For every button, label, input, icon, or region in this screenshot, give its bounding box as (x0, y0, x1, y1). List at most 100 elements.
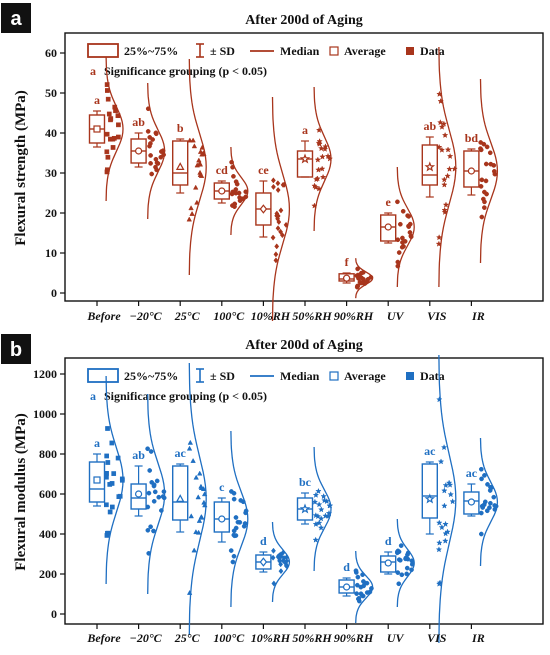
data-point (356, 596, 361, 602)
data-point (196, 470, 203, 476)
data-point (275, 180, 281, 187)
data-point (199, 514, 205, 520)
data-point (321, 145, 329, 152)
x-category-label: 10%RH (251, 309, 291, 323)
iqr-box (130, 483, 147, 510)
data-point (315, 139, 323, 146)
mean-marker (343, 583, 351, 591)
legend-label: ± SD (210, 44, 235, 58)
data-point (105, 154, 111, 160)
data-point (442, 537, 449, 544)
mean-marker (467, 167, 475, 175)
data-point (449, 498, 456, 505)
significance-label: d (343, 560, 350, 574)
data-point (233, 515, 239, 520)
y-tick-label: 400 (39, 527, 57, 541)
data-point (364, 590, 370, 595)
data-point (197, 160, 203, 166)
significance-label: e (386, 195, 392, 209)
y-tick-label: 40 (45, 126, 57, 140)
data-point (228, 548, 234, 553)
data-point (235, 519, 241, 525)
significance-label: b (177, 121, 184, 135)
mean-marker (259, 557, 268, 567)
data-point (159, 149, 164, 154)
data-point (234, 181, 240, 187)
group-7: e (380, 166, 415, 288)
significance-label: a (94, 93, 100, 107)
data-point (145, 446, 150, 452)
legend-significance-text: Significance grouping (p < 0.05) (104, 389, 267, 403)
data-point (321, 497, 328, 504)
data-point (312, 536, 319, 543)
data-point (279, 232, 285, 239)
plot-frame (64, 32, 544, 302)
data-point (197, 148, 204, 154)
data-point (161, 489, 167, 495)
data-point (233, 190, 239, 196)
data-point (315, 519, 323, 526)
data-point (283, 221, 289, 228)
data-point (436, 90, 443, 97)
significance-label: cd (216, 163, 228, 177)
data-point (318, 506, 325, 513)
data-point (447, 491, 455, 498)
mean-marker (93, 125, 101, 133)
legend-label: Average (344, 369, 386, 383)
data-point (243, 510, 248, 516)
distribution-curve (396, 166, 415, 288)
legend-label: Data (420, 369, 445, 383)
data-point (437, 119, 444, 126)
data-point (202, 502, 208, 508)
data-point (148, 449, 154, 454)
y-tick-label: 30 (45, 166, 57, 180)
data-point (117, 493, 123, 499)
data-point (478, 466, 484, 472)
data-point (317, 515, 325, 522)
data-point (478, 510, 484, 516)
data-point (115, 455, 121, 461)
data-point (241, 523, 247, 529)
data-point (405, 550, 411, 556)
data-point (451, 165, 458, 172)
data-point (195, 494, 201, 500)
data-point (318, 165, 326, 172)
data-point (186, 445, 193, 451)
data-point (104, 88, 110, 93)
data-point (354, 591, 360, 596)
data-point (116, 122, 121, 128)
group-1: ab (130, 393, 167, 595)
data-point (360, 572, 365, 578)
data-point (109, 504, 115, 510)
data-point (275, 554, 281, 561)
data-point (156, 494, 162, 500)
legend-significance-marker: a (90, 64, 96, 78)
data-point (146, 490, 152, 496)
distribution-curve (188, 58, 207, 276)
data-point (110, 145, 116, 150)
data-point (435, 240, 443, 247)
data-point (446, 165, 453, 172)
data-point (198, 172, 205, 178)
data-point (160, 494, 166, 499)
data-point (105, 460, 111, 465)
data-point (105, 426, 110, 431)
mean-marker (424, 493, 436, 504)
data-point (405, 556, 411, 562)
legend-label: Median (280, 369, 320, 383)
data-point (485, 482, 490, 487)
significance-label: ac (466, 466, 478, 480)
data-point (402, 239, 408, 244)
data-point (318, 144, 325, 152)
significance-label: f (345, 255, 350, 269)
group-0: a (88, 56, 124, 202)
data-point (395, 199, 400, 205)
panel-label: a (10, 8, 22, 30)
data-point (395, 259, 401, 265)
y-tick-label: 600 (39, 487, 57, 501)
data-point (441, 208, 449, 216)
data-point (436, 579, 444, 586)
data-point (354, 284, 360, 290)
data-point (232, 201, 238, 207)
